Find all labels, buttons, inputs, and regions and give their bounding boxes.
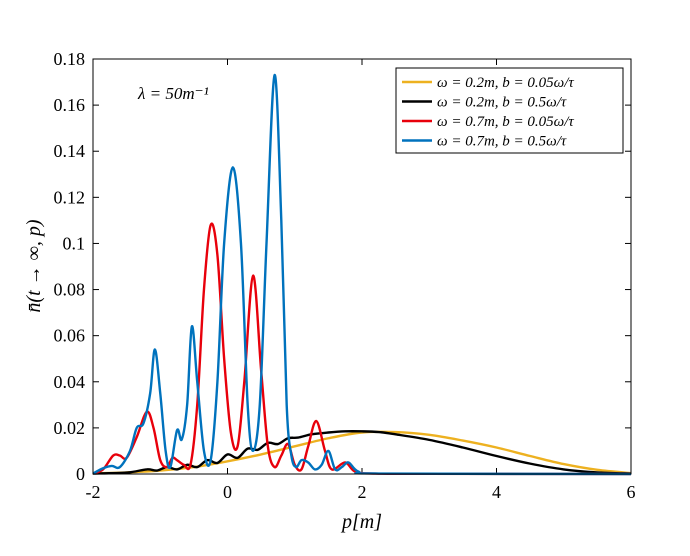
y-tick-label: 0.14 xyxy=(54,141,86,161)
y-tick-label: 0.16 xyxy=(54,95,86,115)
series-line-omega02-b05 xyxy=(92,430,632,475)
x-tick-label: 0 xyxy=(223,482,232,502)
series-lines xyxy=(92,73,632,476)
x-tick-labels: -2 0 2 4 6 xyxy=(86,482,636,502)
x-tick-label: 4 xyxy=(492,482,501,502)
legend: ω = 0.2m, b = 0.05ω/τ ω = 0.2m, b = 0.5ω/… xyxy=(395,67,624,154)
x-axis-label: p[m] xyxy=(340,511,382,533)
legend-label: ω = 0.2m, b = 0.05ω/τ xyxy=(437,75,574,91)
annotation-lambda: λ = 50m⁻¹ xyxy=(137,84,209,103)
y-axis-label: n̄(t → ∞, p) xyxy=(23,219,45,312)
y-tick-label: 0.02 xyxy=(54,418,86,438)
legend-label: ω = 0.7m, b = 0.5ω/τ xyxy=(437,134,567,150)
plot-frame xyxy=(92,58,632,475)
x-tick-label: 6 xyxy=(627,482,636,502)
legend-label: ω = 0.7m, b = 0.05ω/τ xyxy=(437,114,574,130)
y-tick-labels: 0 0.02 0.04 0.06 0.08 0.1 0.12 0.14 0.16 0.18 xyxy=(54,49,86,484)
y-tick-label: 0.12 xyxy=(54,187,86,207)
x-tick-label: -2 xyxy=(86,482,101,502)
y-tick-label: 0 xyxy=(76,464,85,484)
y-tick-label: 0.08 xyxy=(54,280,86,300)
y-tick-label: 0.1 xyxy=(63,233,86,253)
y-tick-label: 0.06 xyxy=(54,326,86,346)
legend-label: ω = 0.2m, b = 0.5ω/τ xyxy=(437,95,567,111)
legend-box xyxy=(395,67,624,154)
y-tick-label: 0.04 xyxy=(54,372,86,392)
y-tick-label: 0.18 xyxy=(54,49,86,69)
series-line-omega07-b05 xyxy=(92,73,632,476)
x-tick-label: 2 xyxy=(358,482,367,502)
series-line-omega07-b005 xyxy=(92,222,632,476)
